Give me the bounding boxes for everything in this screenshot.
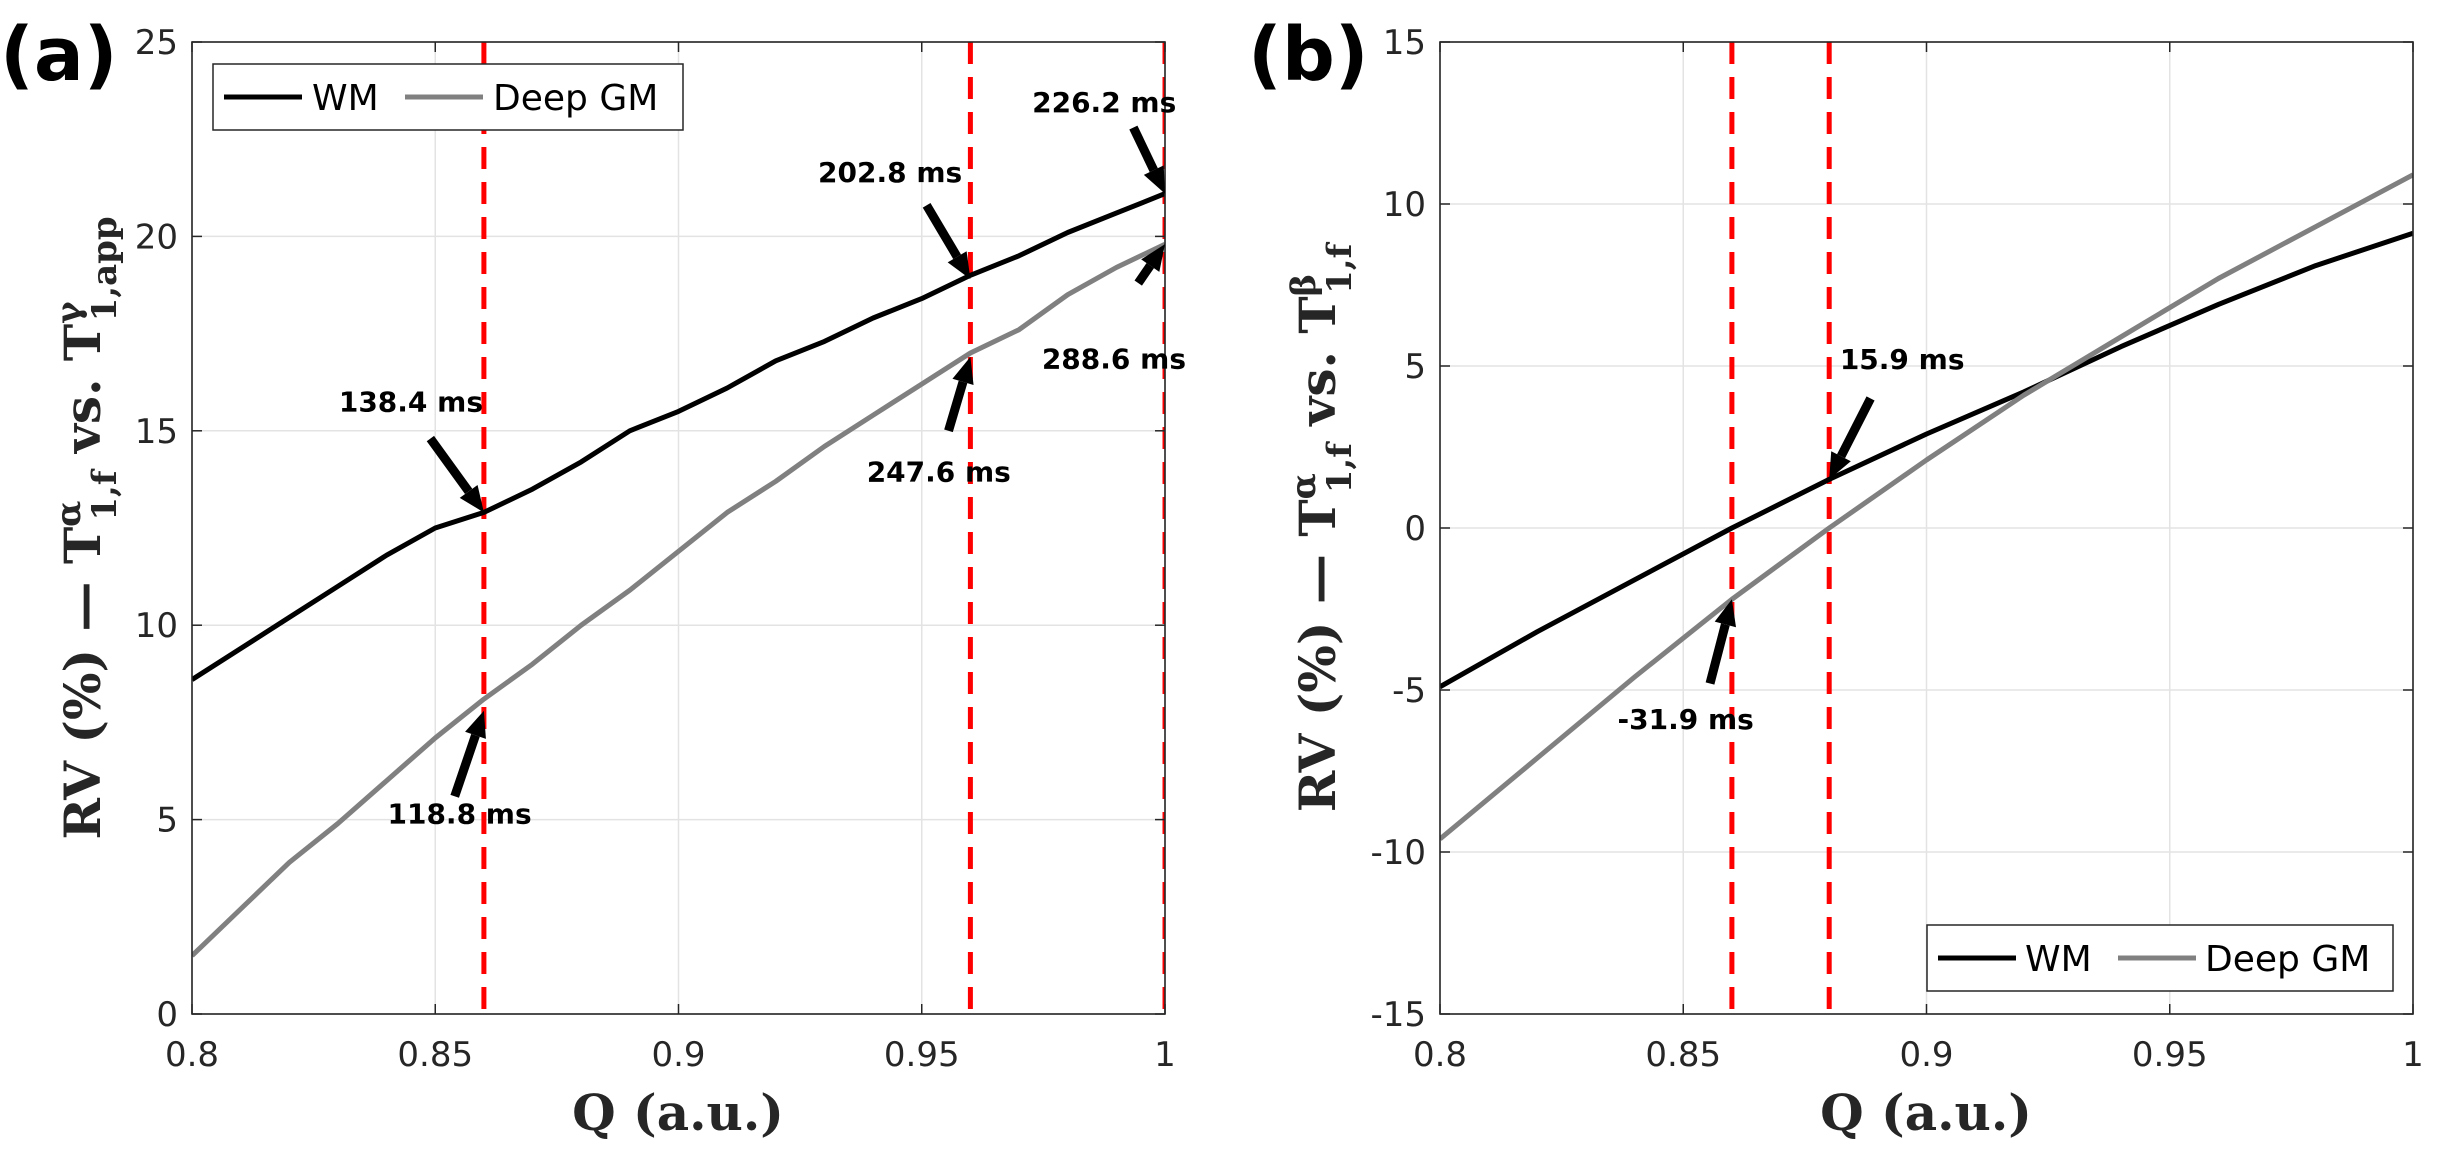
panel-label-b: (b) — [1248, 12, 1369, 98]
y-title-t2-a: T — [53, 324, 112, 361]
y-title-prefix-b: RV (%) — — [1288, 537, 1347, 813]
x-tick-label: 0.8 — [1413, 1035, 1467, 1075]
reference-lines-b — [1729, 42, 1832, 1014]
series-line-deep-gm — [1440, 172, 2413, 841]
y-tick-label: 5 — [1404, 347, 1426, 387]
annotation-arrow — [1134, 263, 1154, 286]
annotation-arrowhead — [465, 710, 486, 739]
y-title-sub1-a: 1,f — [85, 468, 125, 520]
annotation-arrow — [1129, 125, 1158, 173]
y-axis-title-a: RV (%) — Tα1,f vs. Tγ1,app — [49, 216, 125, 839]
series-line-wm — [1440, 230, 2413, 689]
y-title-mid-a: vs. — [53, 361, 112, 470]
y-tick-label: 15 — [135, 412, 178, 452]
annotation-arrowhead — [947, 251, 971, 280]
y-title-t1-b: T — [1288, 499, 1347, 536]
y-tick-label: -15 — [1370, 995, 1426, 1035]
annotations-a: 138.4 ms 118.8 ms 202.8 ms 247.6 ms 226.2 ms… — [339, 86, 1186, 831]
reference-lines-a — [481, 42, 1165, 1014]
x-axis-title-a: Q (a.u.) — [572, 1083, 784, 1142]
y-title-t1-a: T — [53, 527, 112, 564]
series-group-b — [1440, 172, 2413, 841]
x-tick-label: 0.8 — [165, 1035, 219, 1075]
y-tick-label: -10 — [1370, 833, 1426, 873]
legend-b: WM Deep GM — [1926, 924, 2394, 992]
y-title-sup2-b: β — [1284, 274, 1324, 297]
y-tick-label: 15 — [1383, 23, 1426, 63]
annotation-label: 247.6 ms — [867, 455, 1011, 488]
y-title-sup1-a: α — [49, 501, 89, 527]
annotations-b: 15.9 ms -31.9 ms — [1618, 343, 1965, 736]
annotation-arrowhead — [459, 484, 484, 513]
y-tick-label: 0 — [1404, 509, 1426, 549]
legend-label-deepgm-a: Deep GM — [493, 78, 658, 119]
annotation-arrowhead — [1141, 244, 1165, 272]
annotation-arrowhead — [1829, 451, 1851, 480]
series-line-deep-gm — [192, 241, 1165, 958]
ticks-b: 0.8 0.85 0.9 0.95 1 -15 -10 -5 0 5 10 15 — [1370, 23, 2423, 1075]
legend-label-deepgm-b: Deep GM — [2205, 939, 2370, 980]
annotation-label: 202.8 ms — [818, 156, 962, 189]
y-tick-label: -5 — [1392, 671, 1426, 711]
y-tick-label: 10 — [135, 606, 178, 646]
series-group-a — [192, 191, 1165, 958]
y-title-mid-b: vs. — [1288, 334, 1347, 443]
y-tick-label: 20 — [135, 217, 178, 257]
series-line-wm — [192, 191, 1165, 682]
chart-panel-b: (b) 0.8 0.85 0.9 0.95 1 -15 -10 -5 0 5 10 15 15.9 m… — [1248, 12, 2424, 1142]
annotation-label: -31.9 ms — [1618, 703, 1754, 736]
x-tick-label: 1 — [1154, 1035, 1176, 1075]
annotation-arrow — [450, 733, 480, 798]
annotation-label: 118.8 ms — [387, 797, 531, 830]
y-title-prefix-a: RV (%) — — [53, 564, 112, 840]
panel-label-a: (a) — [0, 12, 118, 98]
annotation-arrow — [1837, 396, 1875, 459]
y-title-sup2-a: γ — [49, 301, 89, 324]
y-axis-title-b: RV (%) — Tα1,f vs. Tβ1,f — [1284, 241, 1360, 812]
y-title-sub1-b: 1,f — [1320, 441, 1360, 493]
y-tick-label: 5 — [156, 801, 178, 841]
annotation-arrow — [1705, 623, 1730, 685]
x-tick-label: 1 — [2402, 1035, 2424, 1075]
x-tick-label: 0.85 — [397, 1035, 473, 1075]
y-title-t2-b: T — [1288, 296, 1347, 333]
x-tick-label: 0.85 — [1645, 1035, 1721, 1075]
annotation-arrowhead — [952, 356, 974, 385]
x-tick-label: 0.9 — [651, 1035, 705, 1075]
annotation-arrowhead — [1714, 599, 1737, 628]
annotation-label: 15.9 ms — [1840, 343, 1965, 376]
y-tick-label: 10 — [1383, 185, 1426, 225]
annotation-label: 226.2 ms — [1032, 86, 1176, 119]
x-axis-title-b: Q (a.u.) — [1820, 1083, 2032, 1142]
annotation-arrow — [922, 203, 962, 260]
annotation-arrow — [944, 380, 968, 433]
y-tick-label: 0 — [156, 995, 178, 1035]
x-tick-label: 0.95 — [884, 1035, 960, 1075]
legend-label-wm-b: WM — [2025, 939, 2092, 980]
y-title-sub2-b: 1,f — [1320, 241, 1360, 293]
legend-a: WM Deep GM — [212, 63, 684, 131]
annotation-arrowhead — [1143, 165, 1165, 194]
y-title-sub2-a: 1,app — [85, 216, 125, 321]
annotation-label: 138.4 ms — [339, 385, 483, 418]
y-tick-label: 25 — [135, 23, 178, 63]
x-tick-label: 0.95 — [2132, 1035, 2208, 1075]
annotation-label: 288.6 ms — [1042, 343, 1186, 376]
x-tick-label: 0.9 — [1899, 1035, 1953, 1075]
annotation-arrow — [426, 435, 473, 495]
legend-label-wm-a: WM — [312, 78, 379, 119]
y-title-sup1-b: α — [1284, 473, 1324, 499]
